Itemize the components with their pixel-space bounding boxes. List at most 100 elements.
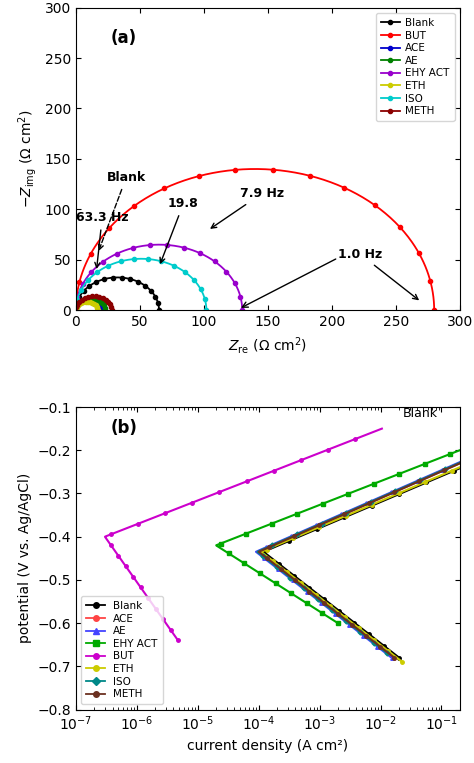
EHY ACT [76,288,82,297]
ACE [392,653,397,662]
BUT [431,306,437,315]
ETH [81,298,86,307]
Legend: Blank, BUT, ACE, AE, EHY ACT, ETH, ISO, METH: Blank, BUT, ACE, AE, EHY ACT, ETH, ISO, … [376,13,455,121]
BUT [189,174,194,183]
ISO [306,588,312,597]
ETH [95,306,100,315]
ETH [418,479,423,488]
METH [75,299,81,308]
Blank [100,275,106,284]
ETH [400,658,405,667]
ETH [95,305,100,314]
METH [361,501,366,510]
BUT [166,507,172,517]
AE [278,567,284,576]
Text: 19.8: 19.8 [160,198,199,262]
BUT [431,304,437,314]
Line: ACE: ACE [257,451,474,659]
METH [355,624,360,633]
ISO [459,457,465,466]
ETH [81,298,86,307]
ETH [363,503,369,512]
ISO [203,306,209,315]
ETH [73,303,79,312]
AE [102,306,108,315]
METH [392,653,397,662]
Blank [102,275,108,284]
AE [82,295,88,304]
ETH [287,570,293,579]
ACE [361,501,366,510]
ISO [115,258,121,267]
EHY ACT [279,583,284,592]
METH [391,652,396,662]
ISO [384,649,390,658]
ACE [99,306,104,315]
BUT [166,623,172,632]
ETH [84,297,90,306]
Blank [75,297,81,306]
Line: BUT: BUT [74,167,436,312]
EHY ACT [273,579,279,588]
EHY ACT [430,456,436,465]
Line: AE: AE [254,450,474,659]
BUT [93,240,99,250]
ACE [355,624,360,633]
Blank [319,523,324,532]
ACE [391,652,396,662]
ISO [328,605,334,614]
ETH [293,575,299,584]
BUT [73,306,79,315]
Text: 7.9 Hz: 7.9 Hz [211,187,284,228]
AE [102,305,108,314]
ACE [99,305,104,314]
Text: (a): (a) [110,29,137,47]
Line: ISO: ISO [74,256,209,312]
METH [91,291,97,301]
Text: 1.0 Hz: 1.0 Hz [338,248,418,299]
ETH [74,301,80,311]
BUT [182,501,188,510]
METH [86,292,91,301]
BUT [175,636,181,645]
ACE [82,296,88,305]
Line: METH: METH [257,451,474,659]
Line: BUT: BUT [103,427,383,642]
BUT [80,266,86,275]
METH [109,306,115,315]
EHY ACT [73,306,79,315]
Blank [396,653,402,662]
METH [270,558,275,567]
EHY ACT [82,275,88,285]
EHY ACT [127,244,132,253]
BUT [151,513,157,522]
Blank [156,305,162,314]
AE [372,640,378,649]
Blank [115,273,120,282]
ACE [280,565,285,575]
ACE [82,296,88,305]
METH [349,506,355,515]
AE [323,602,329,611]
AE [389,653,394,662]
Text: 63.3 Hz: 63.3 Hz [76,211,128,268]
ACE [74,301,80,310]
AE [260,544,266,553]
Blank [377,497,383,507]
AE [363,633,368,642]
Line: Blank: Blank [262,456,474,659]
Text: Blank: Blank [403,407,438,420]
ISO [444,464,450,473]
METH [74,301,80,311]
BUT [304,453,310,462]
BUT [199,171,205,180]
METH [109,305,115,314]
ETH [354,622,360,631]
Text: (b): (b) [110,419,137,437]
METH [84,292,90,301]
EHY ACT [309,504,315,513]
ISO [73,306,79,315]
Line: ACE: ACE [74,298,103,312]
Y-axis label: potential (V vs. Ag/AgCl): potential (V vs. Ag/AgCl) [18,473,32,643]
ISO [119,256,125,266]
